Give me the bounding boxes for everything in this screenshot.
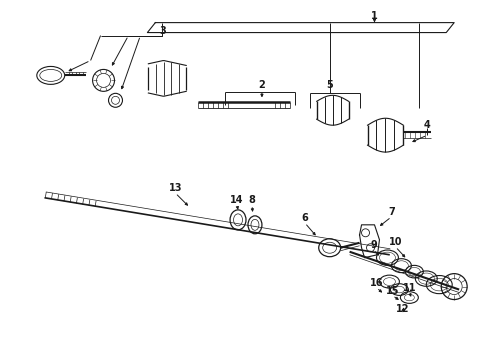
Text: 4: 4	[424, 120, 431, 130]
Text: 2: 2	[259, 80, 265, 90]
Text: 14: 14	[230, 195, 244, 205]
Text: 8: 8	[248, 195, 255, 205]
Text: 6: 6	[301, 213, 308, 223]
Text: 7: 7	[388, 207, 395, 217]
Text: 12: 12	[395, 305, 409, 315]
Text: 3: 3	[159, 26, 166, 36]
Text: 1: 1	[371, 11, 378, 21]
Text: 10: 10	[389, 237, 402, 247]
Text: 11: 11	[403, 283, 416, 293]
Text: 9: 9	[370, 240, 377, 250]
Text: 16: 16	[370, 278, 383, 288]
Text: 5: 5	[326, 80, 333, 90]
Text: 13: 13	[169, 183, 182, 193]
Text: 15: 15	[386, 285, 399, 296]
